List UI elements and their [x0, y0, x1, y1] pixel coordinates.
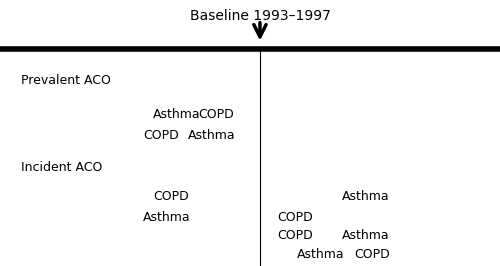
Text: COPD: COPD: [278, 229, 313, 242]
Text: COPD: COPD: [354, 248, 390, 261]
Text: COPD: COPD: [143, 129, 179, 142]
Text: Asthma: Asthma: [342, 190, 390, 203]
Text: Incident ACO: Incident ACO: [22, 161, 102, 174]
Text: COPD: COPD: [153, 190, 189, 203]
Text: Asthma: Asthma: [188, 129, 236, 142]
Text: Prevalent ACO: Prevalent ACO: [22, 74, 111, 87]
Text: Baseline 1993–1997: Baseline 1993–1997: [190, 9, 330, 23]
Text: COPD: COPD: [198, 108, 234, 121]
Text: Asthma: Asthma: [342, 229, 390, 242]
Text: Asthma: Asthma: [153, 108, 200, 121]
Text: COPD: COPD: [278, 211, 313, 224]
Text: Asthma: Asthma: [297, 248, 345, 261]
Text: Asthma: Asthma: [143, 211, 190, 224]
